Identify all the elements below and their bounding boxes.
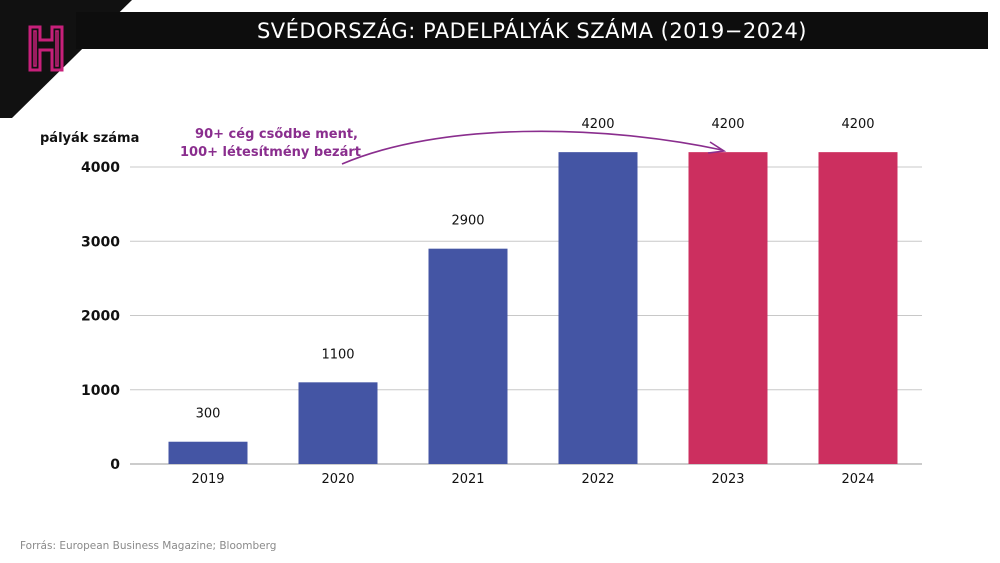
y-tick-label: 1000 <box>81 383 120 399</box>
title-bar: SVÉDORSZÁG: PADELPÁLYÁK SZÁMA (2019−2024… <box>76 12 988 49</box>
h-letter-logo-icon <box>28 25 64 72</box>
data-label: 2900 <box>451 214 484 229</box>
x-tick-label: 2021 <box>451 472 484 487</box>
x-tick-label: 2020 <box>321 472 354 487</box>
data-label: 1100 <box>321 347 354 362</box>
data-label: 300 <box>196 407 221 422</box>
y-tick-label: 2000 <box>81 309 120 325</box>
arrow-head-icon <box>707 141 727 154</box>
bar <box>428 248 508 464</box>
bar <box>168 441 248 464</box>
y-tick-label: 0 <box>110 457 120 473</box>
bar <box>298 382 378 464</box>
x-tick-label: 2022 <box>581 472 614 487</box>
y-tick-label: 4000 <box>81 160 120 176</box>
bar <box>818 152 898 464</box>
x-tick-label: 2023 <box>711 472 744 487</box>
x-tick-label: 2019 <box>191 472 224 487</box>
annotation: 90+ cég csődbe ment, 100+ létesítmény be… <box>180 126 361 162</box>
y-tick-label: 3000 <box>81 234 120 250</box>
annotation-line-1: 90+ cég csődbe ment, <box>195 127 358 142</box>
y-axis-label: pályák száma <box>40 131 140 146</box>
data-label: 4200 <box>581 117 614 132</box>
source-note: Forrás: European Business Magazine; Bloo… <box>20 540 277 552</box>
data-label: 4200 <box>711 117 744 132</box>
annotation-line-2: 100+ létesítmény bezárt <box>180 145 361 160</box>
data-label: 4200 <box>841 117 874 132</box>
chart-title: SVÉDORSZÁG: PADELPÁLYÁK SZÁMA (2019−2024… <box>256 18 808 43</box>
bar <box>688 152 768 464</box>
annotation-arrow <box>341 130 723 165</box>
x-tick-label: 2024 <box>841 472 874 487</box>
bar <box>558 152 638 464</box>
